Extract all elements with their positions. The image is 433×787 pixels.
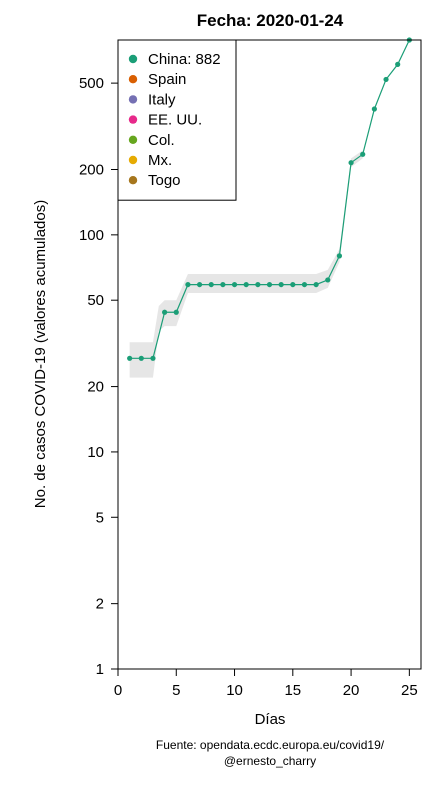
data-point [255, 282, 260, 287]
legend-marker [129, 176, 137, 184]
x-axis-label: Días [255, 711, 286, 728]
data-point [325, 277, 330, 282]
data-point [209, 282, 214, 287]
data-point [302, 282, 307, 287]
x-tick-label: 25 [401, 682, 418, 699]
legend-marker [129, 156, 137, 164]
y-axis-label: No. de casos COVID-19 (valores acumulado… [32, 200, 49, 508]
legend: China: 882 Spain Italy EE. UU. Col. Mx. Togo [118, 40, 236, 200]
data-point [279, 282, 284, 287]
y-tick-label: 500 [79, 75, 104, 92]
x-axis: 0 5 10 15 20 25 [114, 669, 418, 699]
y-tick-label: 100 [79, 227, 104, 244]
legend-marker [129, 55, 137, 63]
x-tick-label: 5 [172, 682, 180, 699]
legend-marker [129, 75, 137, 83]
x-tick-label: 10 [226, 682, 243, 699]
legend-label: Col. [148, 132, 175, 149]
legend-label: China: 882 [148, 51, 221, 68]
y-tick-label: 2 [96, 596, 104, 613]
data-point [139, 356, 144, 361]
chart-title: Fecha: 2020-01-24 [197, 11, 344, 30]
legend-label: Italy [148, 91, 176, 108]
y-tick-label: 1 [96, 661, 104, 678]
y-tick-label: 200 [79, 162, 104, 179]
legend-label: Mx. [148, 152, 172, 169]
data-point [174, 310, 179, 315]
legend-marker [129, 115, 137, 123]
author-caption: @ernesto_charry [224, 754, 316, 768]
source-caption: Fuente: opendata.ecdc.europa.eu/covid19/ [156, 738, 385, 752]
data-point [232, 282, 237, 287]
data-point [220, 282, 225, 287]
data-point [185, 282, 190, 287]
data-point [337, 253, 342, 258]
data-point [395, 62, 400, 67]
y-tick-label: 50 [87, 292, 104, 309]
data-point [372, 106, 377, 111]
x-tick-label: 0 [114, 682, 122, 699]
data-point [162, 310, 167, 315]
data-point [360, 152, 365, 157]
data-point [267, 282, 272, 287]
legend-marker [129, 136, 137, 144]
y-tick-label: 20 [87, 379, 104, 396]
y-tick-label: 10 [87, 444, 104, 461]
y-axis: 1 2 5 10 20 50 100 200 500 [79, 75, 118, 678]
data-point [348, 160, 353, 165]
legend-label: Togo [148, 172, 181, 189]
legend-label: EE. UU. [148, 112, 202, 129]
data-point [197, 282, 202, 287]
legend-label: Spain [148, 71, 186, 88]
legend-marker [129, 95, 137, 103]
y-tick-label: 5 [96, 509, 104, 526]
data-point [290, 282, 295, 287]
data-point [244, 282, 249, 287]
x-tick-label: 15 [284, 682, 301, 699]
data-point [314, 282, 319, 287]
x-tick-label: 20 [343, 682, 360, 699]
data-point [127, 356, 132, 361]
data-point [150, 356, 155, 361]
data-point [383, 77, 388, 82]
